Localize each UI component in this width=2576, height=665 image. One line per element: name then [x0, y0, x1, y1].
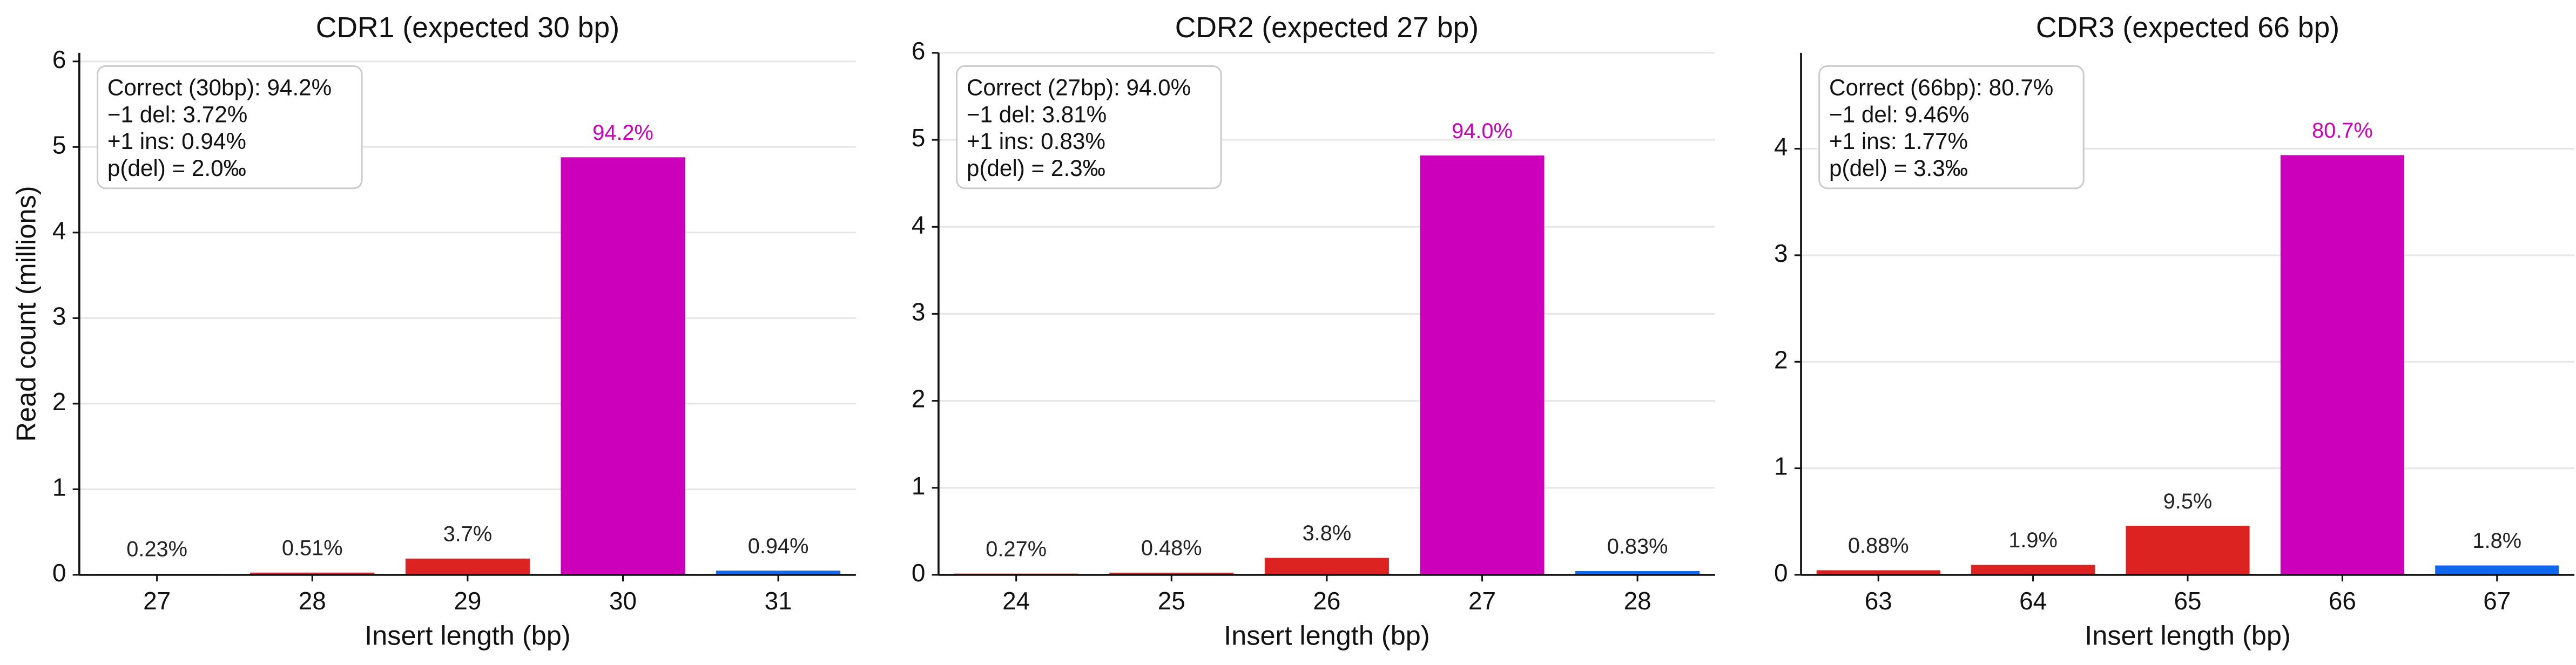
y-tick-label: 2: [1774, 345, 1788, 374]
annotation-box: [96, 65, 363, 189]
x-tick-label: 28: [1624, 587, 1651, 615]
bar-label: 3.8%: [1303, 521, 1352, 545]
x-tick-label: 65: [2174, 587, 2201, 615]
bar: [561, 157, 685, 575]
annotation-line: Correct (30bp): 94.2%: [107, 74, 332, 100]
y-tick-label: 4: [912, 211, 926, 239]
y-tick-label: 0: [1774, 559, 1788, 587]
y-tick-label: 4: [1774, 133, 1788, 161]
y-tick-label: 6: [912, 37, 926, 65]
bar-label: 0.94%: [748, 534, 809, 558]
annotation-line: p(del) = 2.3‰: [967, 155, 1105, 181]
annotation-line: p(del) = 2.0‰: [107, 155, 246, 181]
y-tick-label: 3: [912, 298, 926, 326]
bar-label: 1.8%: [2472, 529, 2521, 553]
x-tick-label: 29: [454, 587, 481, 615]
chart-title: CDR1 (expected 30 bp): [316, 12, 619, 44]
y-tick-label: 0: [52, 559, 66, 587]
bar-label: 94.0%: [1452, 119, 1513, 143]
x-axis-label: Insert length (bp): [2085, 620, 2291, 651]
bar: [1575, 571, 1700, 575]
x-tick-label: 63: [1865, 587, 1892, 615]
y-tick-label: 1: [52, 473, 66, 501]
bar: [1109, 572, 1234, 575]
bar-label: 80.7%: [2312, 119, 2373, 142]
annotation-line: p(del) = 3.3‰: [1829, 155, 1968, 181]
x-tick-label: 64: [2019, 587, 2047, 615]
bar-label: 0.51%: [282, 536, 343, 560]
y-tick-label: 0: [912, 559, 926, 587]
bar: [405, 558, 530, 575]
x-axis-label: Insert length (bp): [1224, 620, 1430, 651]
y-tick-label: 3: [52, 302, 66, 330]
x-tick-label: 26: [1313, 587, 1340, 615]
bar-label: 3.7%: [443, 522, 493, 546]
y-tick-label: 5: [912, 124, 926, 152]
annotation-line: +1 ins: 0.94%: [107, 128, 246, 154]
bar: [1816, 570, 1940, 575]
y-tick-label: 2: [912, 385, 926, 413]
y-tick-label: 1: [912, 472, 926, 500]
bar-label: 9.5%: [2163, 490, 2213, 513]
y-axis-label: Read count (millions): [10, 186, 41, 442]
y-tick-label: 4: [52, 216, 66, 245]
annotation-box: [1818, 65, 2085, 189]
bar-label: 0.23%: [126, 538, 187, 561]
chart-title: CDR2 (expected 27 bp): [1175, 12, 1479, 44]
bar: [716, 571, 841, 575]
annotation-line: −1 del: 3.72%: [107, 101, 247, 127]
bar-label: 0.88%: [1848, 534, 1909, 558]
annotation-line: Correct (66bp): 80.7%: [1829, 74, 2053, 100]
bar: [1420, 155, 1545, 575]
y-tick-label: 5: [52, 131, 66, 159]
x-tick-label: 28: [299, 587, 326, 615]
x-tick-label: 27: [143, 587, 171, 615]
y-tick-label: 6: [52, 45, 66, 73]
annotation-line: −1 del: 9.46%: [1829, 101, 1969, 127]
annotation-line: −1 del: 3.81%: [967, 101, 1107, 127]
annotation-box: [956, 65, 1222, 189]
x-tick-label: 67: [2483, 587, 2511, 615]
annotation-line: Correct (27bp): 94.0%: [967, 74, 1191, 100]
bar: [1971, 565, 2095, 575]
bar-label: 1.9%: [2008, 528, 2058, 552]
x-tick-label: 24: [1002, 587, 1030, 615]
bar: [1264, 558, 1389, 575]
x-tick-label: 27: [1468, 587, 1496, 615]
bar: [2280, 155, 2404, 575]
x-tick-label: 31: [765, 587, 792, 615]
bar: [2435, 565, 2559, 575]
bar: [2126, 526, 2250, 575]
x-tick-label: 25: [1158, 587, 1185, 615]
x-tick-label: 66: [2329, 587, 2356, 615]
y-tick-label: 1: [1774, 452, 1788, 480]
bar: [250, 572, 375, 575]
chart-title: CDR3 (expected 66 bp): [2036, 12, 2339, 44]
x-tick-label: 30: [609, 587, 637, 615]
bar-label: 0.48%: [1141, 537, 1202, 560]
annotation-line: +1 ins: 0.83%: [967, 128, 1105, 154]
annotation-line: +1 ins: 1.77%: [1829, 128, 1968, 154]
x-axis-label: Insert length (bp): [365, 620, 571, 651]
y-tick-label: 2: [52, 388, 66, 416]
bar-label: 94.2%: [592, 121, 653, 145]
y-tick-label: 3: [1774, 239, 1788, 267]
bar-label: 0.27%: [986, 537, 1047, 561]
bar-label: 0.83%: [1607, 535, 1668, 559]
